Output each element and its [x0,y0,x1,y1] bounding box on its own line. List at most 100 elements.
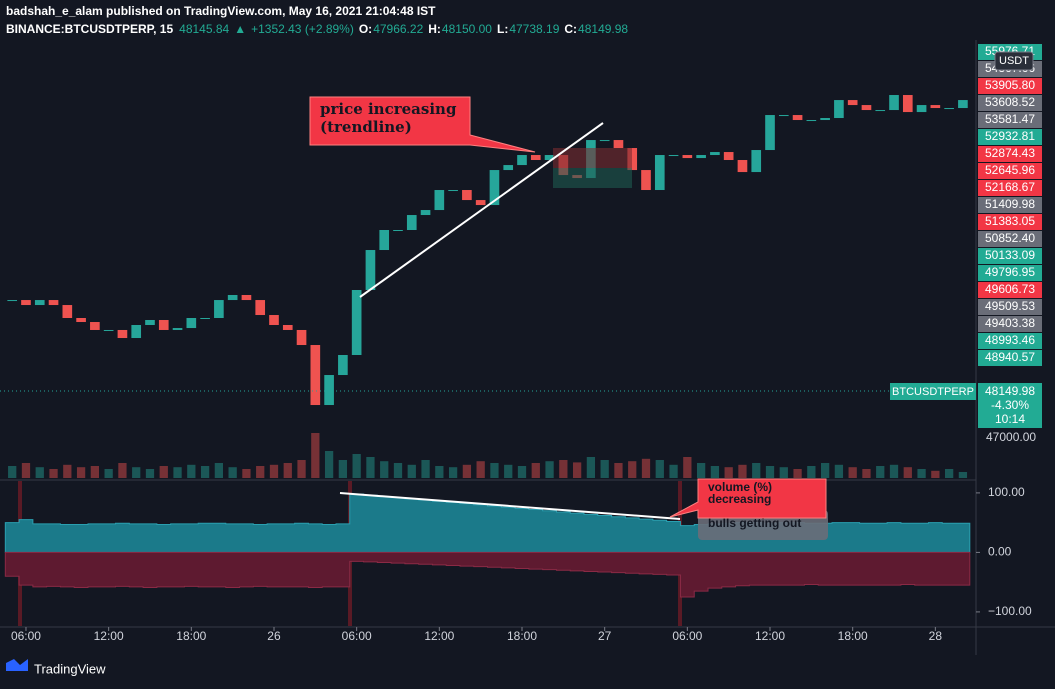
volume-bar [104,469,113,478]
price-label: 50852.40 [985,231,1035,245]
price-label: 53905.80 [985,78,1035,92]
price-label-bg [978,214,1042,230]
price-label-bg [978,129,1042,145]
symbol: BINANCE:BTCUSDTPERP, 15 [6,22,173,36]
volume-bar [683,457,692,478]
header-value: O: [359,22,372,36]
candle [902,95,913,113]
candle [48,300,59,306]
volume-bar [628,461,637,478]
candle [682,155,693,159]
volume-bar [21,463,31,478]
x-tick-label: 12:00 [94,629,124,643]
candle [599,140,610,142]
candle [530,155,541,161]
candle [847,100,858,106]
header-value: 48145.84 [179,22,229,36]
callout [309,96,536,153]
author-line: badshah_e_alam published on TradingView.… [6,4,436,18]
price-label-bg [978,78,1042,94]
candle [90,322,100,330]
volume-bar [958,472,968,478]
candle [406,215,417,230]
volume-bar [752,463,761,478]
x-tick-label: 18:00 [507,629,537,643]
header-value: 48149.98 [578,22,628,36]
candle [117,329,128,339]
candle [448,190,458,192]
candle [806,120,817,122]
x-tick-label: 12:00 [755,629,785,643]
volume-bar [311,433,320,478]
volume-bar [779,467,788,478]
header-value: L: [497,22,508,36]
price-label-bg [978,282,1042,298]
candle [379,229,390,251]
symbol-tag-text: BTCUSDTPERP [892,386,974,398]
volume-bar [793,469,802,478]
volume-bar [393,463,403,478]
x-tick-label: 27 [598,629,612,643]
volume-bar [504,464,513,478]
volume-bar [807,466,816,478]
volume-bar [8,466,17,478]
volume-bar [834,464,844,478]
volume-bar [476,461,485,478]
volume-bar [435,466,444,478]
volume-bar [724,467,733,478]
price-label: 53581.47 [985,112,1035,126]
candle [338,354,348,376]
candle [351,290,362,355]
volume-bar [765,466,775,478]
range-box [553,148,632,168]
price-label-bg [978,316,1042,332]
candle [21,300,31,306]
header-value: +1352.43 (+2.89%) [251,22,354,36]
candle [517,155,527,166]
header-value: H: [428,22,441,36]
volume-bar [200,466,210,478]
volume-bar [448,467,458,478]
candle [627,148,638,171]
callout-text: price increasing [320,100,457,118]
volume-bar [738,464,747,478]
callout [669,478,827,519]
price-label: 52645.96 [985,163,1035,177]
candle [889,95,899,111]
volume-bar [641,458,651,478]
trendline [339,492,681,520]
price-label: 52874.43 [985,146,1035,160]
price-label-bg [978,333,1042,349]
candle [834,100,844,119]
candle [930,105,941,109]
price-label-bg [978,112,1042,128]
header-value: 47738.19 [509,22,559,36]
volume-bar [228,467,237,478]
price-label: 48993.46 [985,333,1035,347]
candle [76,317,86,323]
x-tick-label: 12:00 [424,629,454,643]
candle [737,160,748,173]
candle [131,324,142,339]
callout-text: volume (%) [708,480,772,494]
volume-bar [820,463,830,478]
x-tick-label: 18:00 [838,629,868,643]
candle [186,317,197,329]
volume-bar [669,464,678,478]
volume-bar [696,463,706,478]
volume-bar [159,466,168,478]
header-value: 47966.22 [373,22,423,36]
trendline [359,122,604,298]
candle [462,190,472,201]
price-label: 51409.98 [985,197,1035,211]
price-label-bg [978,350,1042,366]
current-price-tag [978,383,1042,428]
volume-bar [545,461,554,478]
symbol-tag [890,383,976,400]
volume-bar [63,464,72,478]
volume-bar [35,467,44,478]
price-label: 53608.52 [985,95,1035,109]
volume-bar [132,467,141,478]
volume-bar [407,464,416,478]
candle [365,250,376,291]
